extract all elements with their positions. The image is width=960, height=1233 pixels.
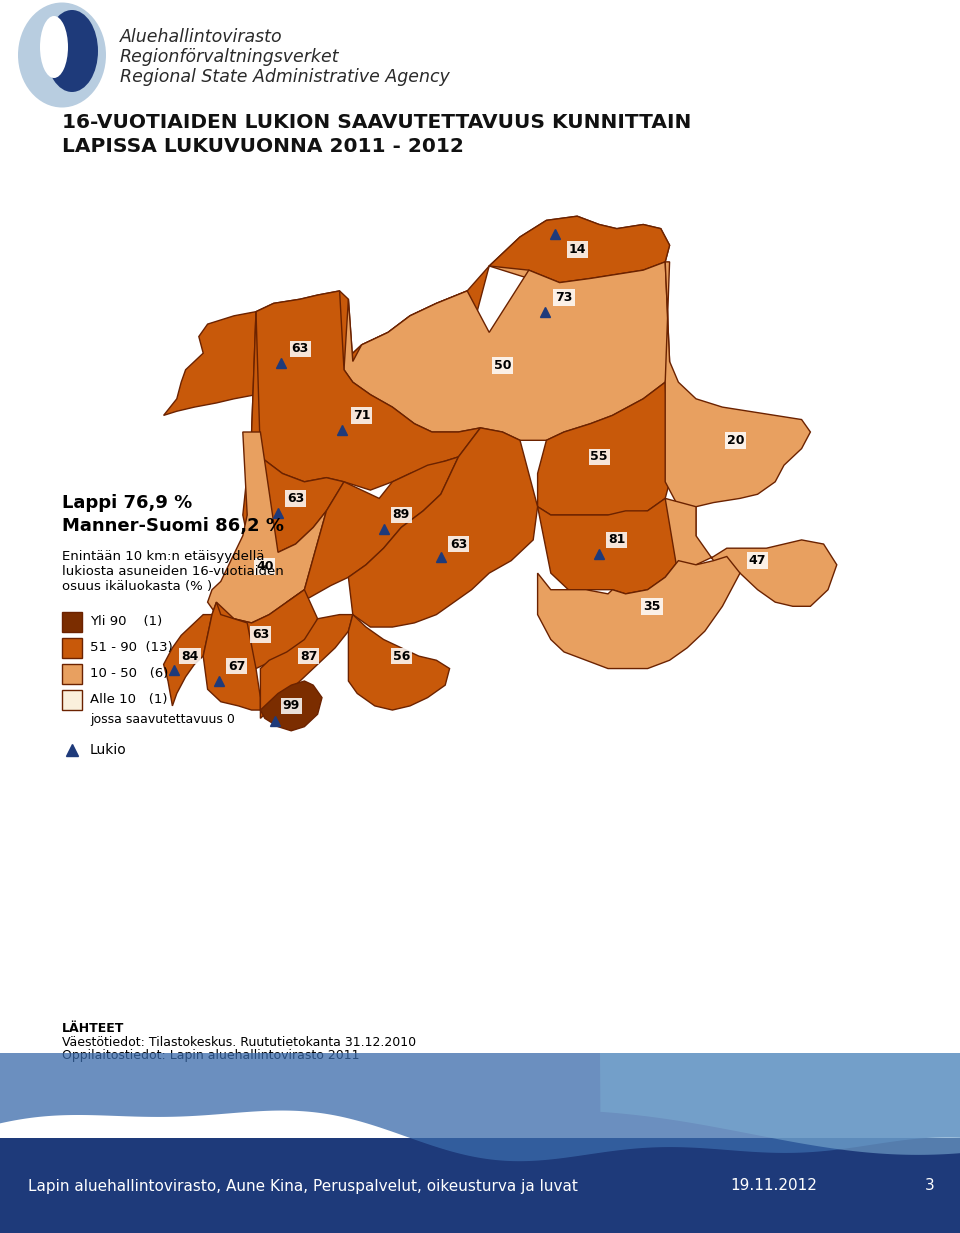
Text: 87: 87 [300, 650, 318, 662]
Polygon shape [163, 614, 212, 707]
Polygon shape [62, 665, 82, 684]
Polygon shape [600, 1053, 960, 1155]
Text: LÄHTEET: LÄHTEET [62, 1021, 125, 1034]
Text: Lukio: Lukio [90, 743, 127, 757]
Text: Alle 10   (1): Alle 10 (1) [90, 693, 167, 707]
Text: Lapin aluehallintovirasto, Aune Kina, Peruspalvelut, oikeusturva ja luvat: Lapin aluehallintovirasto, Aune Kina, Pe… [28, 1179, 578, 1194]
Polygon shape [0, 1138, 960, 1233]
Ellipse shape [40, 16, 68, 78]
Text: 99: 99 [282, 699, 300, 713]
Text: 89: 89 [393, 508, 410, 522]
Polygon shape [62, 637, 82, 658]
Polygon shape [538, 498, 696, 594]
Polygon shape [62, 690, 82, 710]
Text: 63: 63 [450, 538, 467, 551]
Polygon shape [348, 614, 449, 710]
Text: Regional State Administrative Agency: Regional State Administrative Agency [120, 68, 449, 86]
Text: 55: 55 [590, 450, 608, 464]
Text: 19.11.2012: 19.11.2012 [730, 1179, 817, 1194]
Polygon shape [348, 428, 538, 628]
Text: Enintään 10 km:n etäisyydellä
lukiosta asuneiden 16-vuotiaiden
osuus ikäluokasta: Enintään 10 km:n etäisyydellä lukiosta a… [62, 550, 284, 593]
Polygon shape [252, 291, 480, 490]
Polygon shape [665, 498, 837, 607]
Polygon shape [538, 556, 740, 668]
Polygon shape [665, 261, 810, 507]
Polygon shape [538, 382, 670, 515]
Text: 40: 40 [256, 560, 274, 573]
Polygon shape [0, 1053, 960, 1161]
Polygon shape [344, 261, 670, 440]
Polygon shape [204, 602, 260, 710]
Text: 35: 35 [643, 599, 660, 613]
Polygon shape [287, 457, 459, 607]
Text: 67: 67 [228, 660, 246, 672]
Polygon shape [204, 589, 318, 668]
Polygon shape [163, 291, 471, 416]
Text: 63: 63 [287, 492, 304, 504]
Text: 56: 56 [393, 650, 410, 662]
Text: 10 - 50   (6): 10 - 50 (6) [90, 667, 168, 681]
Text: 71: 71 [353, 409, 371, 422]
Text: 16-VUOTIAIDEN LUKION SAAVUTETTAVUUS KUNNITTAIN: 16-VUOTIAIDEN LUKION SAAVUTETTAVUUS KUNN… [62, 113, 691, 132]
Polygon shape [207, 432, 326, 623]
Text: 63: 63 [292, 343, 308, 355]
Polygon shape [348, 216, 670, 361]
Text: 20: 20 [727, 434, 744, 446]
Text: 3: 3 [925, 1179, 935, 1194]
Ellipse shape [18, 2, 106, 107]
Polygon shape [490, 216, 670, 282]
Ellipse shape [46, 10, 98, 92]
Polygon shape [260, 614, 353, 719]
Text: 51 - 90  (13): 51 - 90 (13) [90, 641, 173, 655]
Text: Väestötiedot: Tilastokeskus. Ruututietokanta 31.12.2010: Väestötiedot: Tilastokeskus. Ruututietok… [62, 1036, 416, 1048]
Text: Lappi 76,9 %: Lappi 76,9 % [62, 494, 192, 512]
Text: 63: 63 [252, 628, 269, 641]
Text: Manner-Suomi 86,2 %: Manner-Suomi 86,2 % [62, 517, 284, 535]
Text: Regionförvaltningsverket: Regionförvaltningsverket [120, 48, 340, 67]
Text: jossa saavutettavuus 0: jossa saavutettavuus 0 [90, 714, 235, 726]
Text: 47: 47 [749, 554, 766, 567]
Text: Yli 90    (1): Yli 90 (1) [90, 615, 162, 629]
Text: 73: 73 [555, 291, 573, 305]
Polygon shape [260, 681, 322, 731]
Text: 81: 81 [608, 534, 626, 546]
Text: 84: 84 [181, 650, 199, 662]
Text: Oppilaitostiedot: Lapin aluehallintovirasto 2011: Oppilaitostiedot: Lapin aluehallintovira… [62, 1049, 359, 1063]
Text: Aluehallintovirasto: Aluehallintovirasto [120, 28, 282, 46]
Polygon shape [243, 312, 344, 552]
Text: 14: 14 [568, 243, 586, 256]
Text: 50: 50 [493, 359, 511, 372]
Polygon shape [62, 612, 82, 633]
Text: LAPISSA LUKUVUONNA 2011 - 2012: LAPISSA LUKUVUONNA 2011 - 2012 [62, 138, 464, 157]
